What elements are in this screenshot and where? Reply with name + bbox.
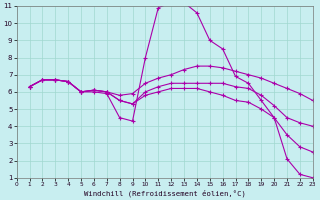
- X-axis label: Windchill (Refroidissement éolien,°C): Windchill (Refroidissement éolien,°C): [84, 189, 246, 197]
